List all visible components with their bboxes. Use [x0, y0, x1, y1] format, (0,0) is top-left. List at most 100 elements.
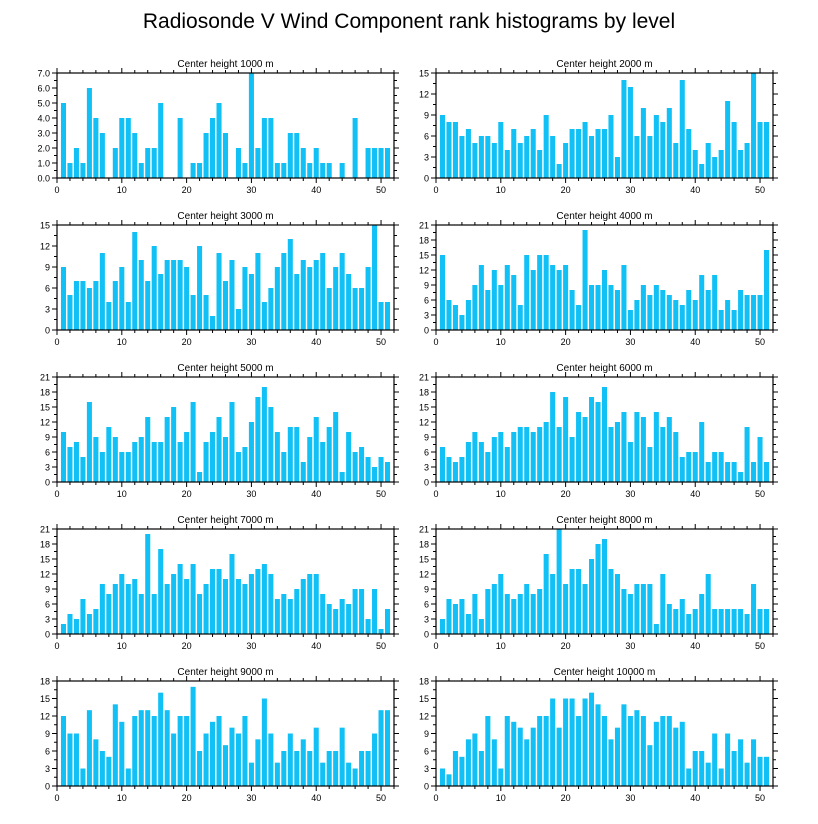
histogram-bar [372, 225, 378, 330]
histogram-bar [634, 412, 640, 482]
histogram-bar [692, 609, 698, 634]
histogram-bar [524, 136, 530, 178]
histogram-bar [653, 721, 659, 786]
histogram-bar [595, 285, 601, 330]
histogram-bar [158, 692, 164, 786]
histogram-bar [751, 295, 757, 330]
panel-title: Center height 5000 m [177, 363, 273, 374]
histogram-bar [718, 609, 724, 634]
histogram-bar [569, 437, 575, 482]
y-tick-label: 9 [424, 111, 429, 121]
histogram-bar [537, 150, 543, 178]
histogram-bar [582, 698, 588, 786]
histogram-bar [647, 584, 653, 634]
histogram-bar [313, 574, 319, 634]
histogram-bar [601, 387, 608, 482]
histogram-bar [294, 274, 300, 330]
x-tick-label: 50 [376, 185, 386, 195]
histogram-bar [537, 255, 543, 330]
histogram-bar [93, 437, 99, 482]
histogram-bar [158, 274, 164, 330]
histogram-bar [692, 452, 698, 482]
histogram-bar [679, 457, 685, 482]
histogram-bar [601, 270, 608, 330]
histogram-bar [465, 300, 471, 330]
histogram-bar [485, 136, 491, 178]
histogram-bar [660, 574, 666, 634]
histogram-bar [164, 260, 170, 330]
histogram-bar [550, 265, 556, 330]
histogram-bar [692, 150, 698, 178]
histogram-bar [313, 148, 319, 178]
histogram-bar [242, 447, 248, 482]
x-tick-label: 40 [690, 793, 700, 803]
histogram-bar [158, 442, 164, 482]
histogram-bar [718, 768, 724, 786]
histogram-bar [177, 118, 183, 178]
histogram-bar [67, 733, 73, 786]
histogram-bar [666, 716, 672, 786]
histogram-bar [653, 624, 659, 634]
histogram-bar [112, 437, 118, 482]
histogram-bar [725, 462, 731, 482]
x-tick-label: 40 [311, 185, 321, 195]
histogram-bar [216, 103, 222, 178]
histogram-bar [255, 148, 261, 178]
histogram-bar [679, 721, 685, 786]
histogram-bar [313, 727, 319, 786]
histogram-bar [653, 412, 659, 482]
histogram-bar [359, 288, 365, 330]
histogram-bar [465, 129, 471, 178]
histogram-bar [197, 751, 203, 786]
histogram-bar [478, 136, 484, 178]
histogram-bar [627, 594, 633, 634]
histogram-bar [210, 569, 216, 634]
x-tick-label: 10 [117, 185, 127, 195]
panel-title: Center height 6000 m [556, 363, 652, 374]
y-tick-label: 3 [424, 615, 429, 625]
histogram-bar [132, 716, 138, 786]
histogram-bar [686, 768, 692, 786]
histogram-bar [300, 148, 306, 178]
histogram-bar [197, 246, 203, 330]
y-tick-label: 0 [424, 174, 429, 184]
histogram-bar [106, 427, 112, 482]
histogram-bar [372, 467, 378, 482]
histogram-panel: Center height 9000 m 0 3 6 9 12 15 18 0 10 20 30 40 5… [40, 667, 399, 803]
y-tick-label: 0 [45, 326, 50, 336]
histogram-bar [550, 136, 556, 178]
histogram-bar [255, 397, 261, 482]
histogram-bar [718, 452, 724, 482]
histogram-bar [614, 157, 620, 178]
histogram-bar [517, 143, 523, 178]
histogram-bar [365, 619, 371, 634]
histogram-bar [524, 584, 530, 634]
histogram-bar [563, 143, 569, 178]
x-tick-label: 50 [376, 641, 386, 651]
y-tick-label: 3 [45, 463, 50, 473]
histogram-bar [281, 751, 287, 786]
y-tick-label: 12 [40, 418, 50, 428]
histogram-bar [210, 432, 216, 482]
histogram-bar [517, 594, 523, 634]
histogram-bar [235, 452, 241, 482]
x-tick-label: 0 [433, 337, 438, 347]
histogram-bar [384, 148, 391, 178]
histogram-bar [738, 290, 744, 330]
histogram-bar [705, 762, 711, 786]
histogram-bar [326, 163, 332, 178]
histogram-bar [287, 239, 293, 330]
histogram-bar [537, 427, 543, 482]
histogram-bar [210, 721, 216, 786]
histogram-bar [384, 609, 391, 634]
histogram-bar [647, 136, 653, 178]
histogram-bar [326, 604, 332, 634]
histogram-bar [73, 619, 79, 634]
histogram-bar [60, 103, 67, 178]
panel-title: Center height 8000 m [556, 515, 652, 526]
histogram-bar [320, 253, 326, 330]
histogram-bar [582, 230, 588, 330]
histogram-bar [261, 698, 267, 786]
histogram-bar [452, 462, 458, 482]
histogram-panel: Center height 3000 m 0 3 6 9 12 15 0 10 20 30 40 50 [40, 211, 399, 347]
